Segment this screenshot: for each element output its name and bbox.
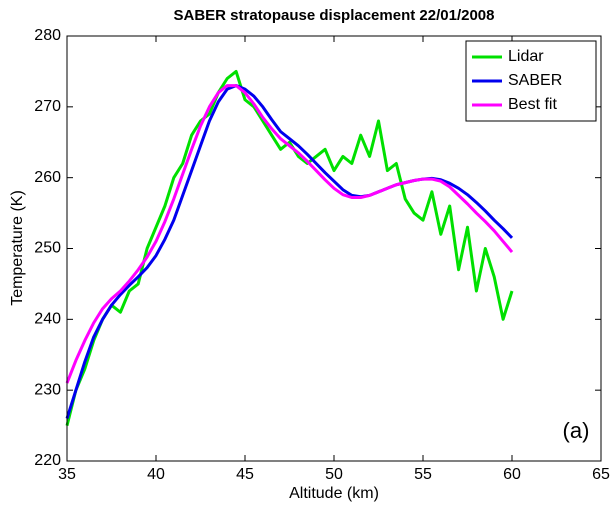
y-axis-label: Temperature (K) <box>9 190 26 306</box>
series-line <box>65 84 514 419</box>
y-tick-label: 250 <box>34 240 61 257</box>
y-tick-label: 240 <box>34 311 61 328</box>
y-tick-label: 230 <box>34 381 61 398</box>
series-line <box>65 84 514 384</box>
x-tick-label: 45 <box>236 466 254 483</box>
chart-title: SABER stratopause displacement 22/01/200… <box>174 7 495 24</box>
y-tick-label: 220 <box>34 452 61 469</box>
annotation: (a) <box>563 418 590 443</box>
legend-label: SABER <box>508 72 562 89</box>
y-tick-label: 260 <box>34 169 61 186</box>
y-tick-label: 280 <box>34 27 61 44</box>
x-tick-label: 55 <box>414 466 432 483</box>
x-tick-label: 65 <box>592 466 610 483</box>
plot-frame <box>66 35 602 462</box>
x-tick-label: 50 <box>325 466 343 483</box>
legend-label: Lidar <box>508 48 544 65</box>
x-tick-label: 35 <box>58 466 76 483</box>
x-tick-label: 60 <box>503 466 521 483</box>
legend-label: Best fit <box>508 96 557 113</box>
series-line <box>65 69 514 426</box>
x-axis-label: Altitude (km) <box>289 485 379 502</box>
y-tick-label: 270 <box>34 98 61 115</box>
x-tick-label: 40 <box>147 466 165 483</box>
